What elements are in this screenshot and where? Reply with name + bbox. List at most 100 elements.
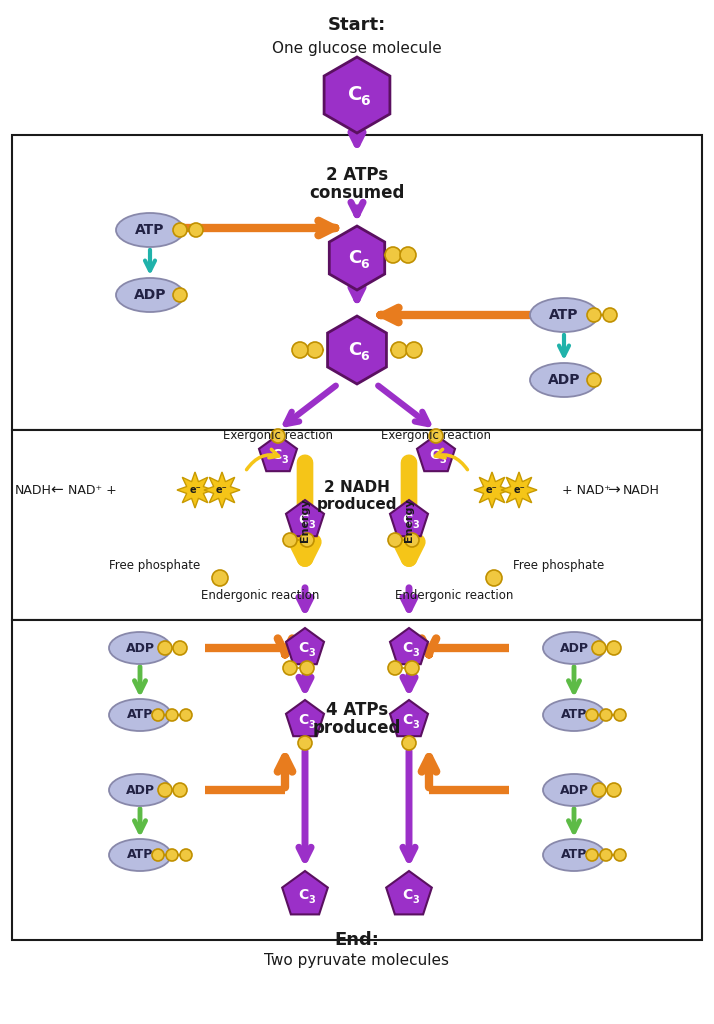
Text: ATP: ATP bbox=[135, 223, 165, 237]
Text: ADP: ADP bbox=[126, 783, 154, 797]
Text: C: C bbox=[402, 888, 412, 902]
Text: 3: 3 bbox=[440, 455, 446, 465]
Text: Start:: Start: bbox=[328, 16, 386, 34]
Text: 2 ATPs: 2 ATPs bbox=[326, 166, 388, 184]
Text: 3: 3 bbox=[413, 895, 419, 905]
Text: ATP: ATP bbox=[549, 308, 579, 322]
Circle shape bbox=[586, 709, 598, 721]
Text: C: C bbox=[348, 85, 362, 104]
Circle shape bbox=[158, 641, 172, 655]
Text: Endergonic reaction: Endergonic reaction bbox=[201, 590, 319, 602]
Text: ADP: ADP bbox=[134, 288, 166, 302]
Text: 4 ATPs: 4 ATPs bbox=[326, 701, 388, 719]
Polygon shape bbox=[286, 628, 324, 665]
Text: ADP: ADP bbox=[126, 641, 154, 654]
Circle shape bbox=[587, 373, 601, 387]
Text: e⁻: e⁻ bbox=[189, 485, 201, 495]
Circle shape bbox=[614, 709, 626, 721]
Circle shape bbox=[592, 783, 606, 797]
Text: C: C bbox=[348, 249, 361, 267]
Circle shape bbox=[405, 534, 419, 547]
Ellipse shape bbox=[543, 632, 605, 664]
Ellipse shape bbox=[116, 278, 184, 312]
Text: e⁻: e⁻ bbox=[513, 485, 525, 495]
Text: 3: 3 bbox=[413, 648, 419, 658]
Circle shape bbox=[298, 736, 312, 750]
Polygon shape bbox=[286, 700, 324, 736]
Circle shape bbox=[607, 783, 621, 797]
Text: C: C bbox=[271, 449, 281, 462]
Circle shape bbox=[173, 641, 187, 655]
Text: C: C bbox=[298, 641, 308, 655]
Text: 6: 6 bbox=[361, 349, 369, 362]
Circle shape bbox=[388, 534, 402, 547]
Polygon shape bbox=[417, 435, 455, 471]
Text: 3: 3 bbox=[308, 520, 316, 530]
Circle shape bbox=[614, 849, 626, 861]
Text: 3: 3 bbox=[308, 720, 316, 730]
Circle shape bbox=[158, 783, 172, 797]
Polygon shape bbox=[324, 57, 390, 133]
FancyBboxPatch shape bbox=[12, 135, 702, 430]
Text: Free phosphate: Free phosphate bbox=[109, 558, 201, 571]
Text: One glucose molecule: One glucose molecule bbox=[272, 41, 442, 55]
Text: ADP: ADP bbox=[560, 641, 588, 654]
Text: + NAD⁺: + NAD⁺ bbox=[562, 483, 610, 497]
Polygon shape bbox=[286, 500, 324, 537]
FancyBboxPatch shape bbox=[12, 430, 702, 620]
Text: 6: 6 bbox=[360, 94, 370, 108]
Text: C: C bbox=[402, 641, 412, 655]
Text: →: → bbox=[607, 482, 619, 498]
Polygon shape bbox=[390, 500, 428, 537]
Circle shape bbox=[173, 223, 187, 237]
Text: 3: 3 bbox=[308, 648, 316, 658]
Circle shape bbox=[388, 662, 402, 675]
Text: Free phosphate: Free phosphate bbox=[513, 558, 605, 571]
Circle shape bbox=[307, 342, 323, 358]
Circle shape bbox=[486, 570, 502, 586]
Text: C: C bbox=[298, 713, 308, 727]
Text: C: C bbox=[429, 449, 439, 462]
Circle shape bbox=[300, 662, 314, 675]
Text: ATP: ATP bbox=[127, 849, 154, 861]
Text: ATP: ATP bbox=[560, 709, 587, 722]
Circle shape bbox=[429, 429, 443, 443]
Circle shape bbox=[402, 736, 416, 750]
Text: 3: 3 bbox=[413, 720, 419, 730]
Circle shape bbox=[592, 641, 606, 655]
Text: consumed: consumed bbox=[309, 184, 405, 202]
Circle shape bbox=[406, 342, 422, 358]
Polygon shape bbox=[282, 871, 328, 914]
Text: NAD⁺ +: NAD⁺ + bbox=[68, 483, 117, 497]
Text: e⁻: e⁻ bbox=[216, 485, 228, 495]
Circle shape bbox=[586, 849, 598, 861]
Ellipse shape bbox=[543, 699, 605, 731]
Text: ATP: ATP bbox=[560, 849, 587, 861]
Text: Exergonic reaction: Exergonic reaction bbox=[223, 429, 333, 442]
Circle shape bbox=[180, 709, 192, 721]
Circle shape bbox=[166, 849, 178, 861]
Circle shape bbox=[152, 709, 164, 721]
Text: 3: 3 bbox=[281, 455, 288, 465]
Circle shape bbox=[173, 783, 187, 797]
Circle shape bbox=[152, 849, 164, 861]
Text: C: C bbox=[298, 888, 308, 902]
Circle shape bbox=[292, 342, 308, 358]
Ellipse shape bbox=[543, 774, 605, 806]
Text: 3: 3 bbox=[308, 895, 316, 905]
Circle shape bbox=[271, 429, 285, 443]
Circle shape bbox=[405, 662, 419, 675]
Circle shape bbox=[173, 288, 187, 302]
Text: 6: 6 bbox=[361, 257, 369, 270]
Text: C: C bbox=[348, 341, 361, 359]
Circle shape bbox=[212, 570, 228, 586]
Ellipse shape bbox=[109, 774, 171, 806]
Circle shape bbox=[300, 534, 314, 547]
Text: ←: ← bbox=[51, 482, 64, 498]
Text: produced: produced bbox=[313, 719, 401, 737]
Text: ADP: ADP bbox=[560, 783, 588, 797]
FancyBboxPatch shape bbox=[12, 620, 702, 940]
Text: Two pyruvate molecules: Two pyruvate molecules bbox=[264, 952, 450, 968]
Circle shape bbox=[180, 849, 192, 861]
Circle shape bbox=[166, 709, 178, 721]
